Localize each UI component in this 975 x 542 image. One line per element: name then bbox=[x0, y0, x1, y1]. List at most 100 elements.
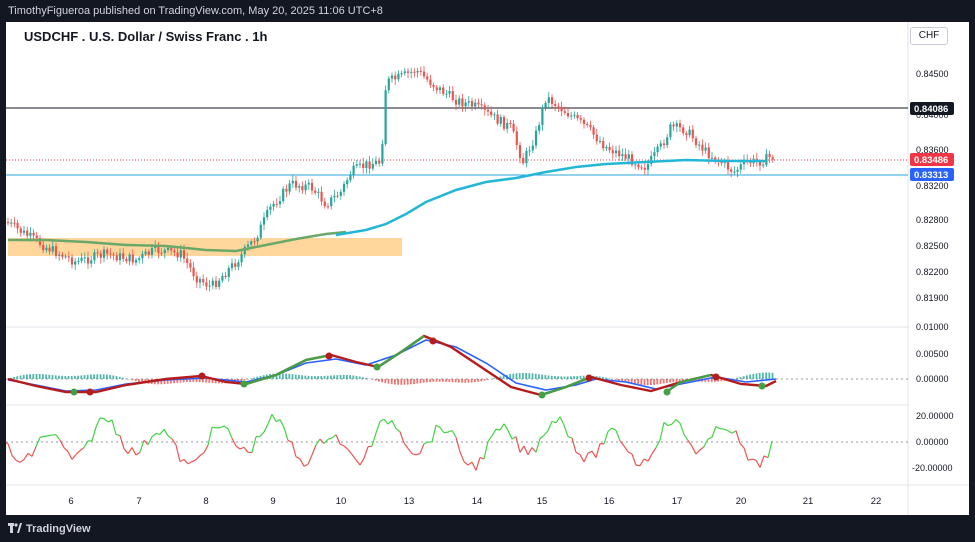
candle-body bbox=[90, 260, 93, 264]
oscillator-segment bbox=[611, 427, 617, 431]
candle-body bbox=[624, 154, 627, 159]
candle-body bbox=[74, 261, 77, 265]
oscillator-segment bbox=[447, 430, 453, 433]
histogram-bar bbox=[102, 374, 105, 379]
candle-body bbox=[762, 164, 765, 166]
candle-body bbox=[627, 154, 630, 159]
candle-body bbox=[554, 104, 557, 106]
histogram-bar bbox=[38, 374, 41, 379]
candle-body bbox=[416, 71, 419, 73]
candle-body bbox=[608, 147, 611, 151]
histogram-bar bbox=[454, 379, 457, 383]
candle-body bbox=[637, 164, 640, 168]
oscillator-segment bbox=[655, 439, 661, 448]
histogram-bar bbox=[131, 379, 134, 381]
candle-body bbox=[509, 122, 512, 124]
candle-body bbox=[547, 97, 550, 103]
oscillator-segment bbox=[519, 445, 525, 453]
time-tick: 6 bbox=[68, 496, 73, 507]
histogram-bar bbox=[298, 374, 300, 379]
candle-body bbox=[275, 203, 278, 205]
candle-body bbox=[32, 232, 35, 236]
histogram-bar bbox=[752, 373, 755, 379]
histogram-bar bbox=[720, 379, 723, 382]
candle-body bbox=[99, 253, 102, 258]
histogram-bar bbox=[602, 376, 604, 379]
histogram-bar bbox=[429, 379, 431, 383]
oscillator-segment bbox=[243, 446, 249, 453]
histogram-bar bbox=[16, 376, 19, 379]
oscillator-segment bbox=[463, 461, 469, 466]
oscillator-segment bbox=[211, 426, 217, 429]
chart-frame[interactable]: 0.84500 0.84000 0.83600 0.83200 0.82800 … bbox=[3, 22, 969, 515]
histogram-bar bbox=[214, 379, 217, 384]
oscillator-segment bbox=[131, 447, 137, 456]
candle-body bbox=[672, 124, 675, 127]
histogram-bar bbox=[378, 379, 380, 382]
histogram-bar bbox=[771, 372, 774, 379]
oscillator-segment bbox=[39, 435, 45, 438]
publisher-bar: TimothyFigueroa published on TradingView… bbox=[0, 0, 975, 22]
candle-body bbox=[38, 238, 42, 245]
histogram-bar bbox=[390, 379, 393, 385]
oscillator-segment bbox=[663, 421, 669, 427]
histogram-bar bbox=[118, 376, 121, 379]
histogram-bar bbox=[381, 379, 383, 383]
candle-body bbox=[352, 165, 355, 175]
oscillator-segment bbox=[127, 447, 133, 455]
histogram-bar bbox=[394, 379, 396, 385]
histogram-bar bbox=[566, 376, 569, 379]
histogram-bar bbox=[749, 374, 751, 379]
histogram-bar bbox=[413, 379, 415, 384]
macd-tick: 0.00000 bbox=[916, 374, 949, 384]
oscillator-segment bbox=[135, 451, 141, 456]
oscillator-segment bbox=[203, 445, 209, 453]
histogram-bar bbox=[477, 379, 479, 382]
currency-button[interactable]: CHF bbox=[910, 27, 948, 45]
candle-body bbox=[317, 191, 320, 193]
oscillator-segment bbox=[659, 422, 665, 440]
oscillator-segment bbox=[431, 425, 437, 443]
oscillator-segment bbox=[483, 441, 489, 460]
candle-body bbox=[429, 79, 432, 86]
candle-body bbox=[93, 252, 96, 261]
histogram-bar bbox=[122, 377, 124, 379]
candle-body bbox=[643, 167, 646, 170]
candle-body bbox=[54, 246, 58, 256]
histogram-bar bbox=[106, 374, 108, 379]
oscillator-segment bbox=[563, 424, 569, 437]
histogram-bar bbox=[141, 379, 143, 383]
histogram-bar bbox=[499, 376, 502, 379]
histogram-bar bbox=[48, 374, 51, 379]
oscillator-segment bbox=[619, 440, 625, 447]
oscillator-segment bbox=[407, 448, 413, 455]
oscillator-segment bbox=[507, 430, 513, 440]
oscillator-segment bbox=[575, 451, 581, 456]
candle-body bbox=[269, 206, 272, 210]
candle-body bbox=[51, 246, 54, 252]
oscillator-segment bbox=[175, 444, 181, 462]
candle-body bbox=[685, 133, 688, 136]
oscillator-segment bbox=[303, 463, 309, 467]
oscillator-segment bbox=[27, 452, 33, 457]
candle-body bbox=[566, 112, 570, 117]
oscillator-segment bbox=[239, 446, 245, 450]
candle-body bbox=[400, 73, 403, 75]
histogram-bar bbox=[10, 377, 12, 379]
oscillator-segment bbox=[651, 447, 657, 455]
oscillator-segment bbox=[627, 451, 633, 455]
oscillator-segment bbox=[763, 455, 769, 459]
histogram-bar bbox=[374, 379, 377, 381]
candle-body bbox=[435, 87, 438, 91]
histogram-bar bbox=[198, 379, 201, 383]
histogram-bar bbox=[442, 379, 444, 382]
candle-body bbox=[474, 102, 477, 107]
oscillator-segment bbox=[19, 459, 25, 463]
histogram-bar bbox=[755, 373, 758, 379]
candle-body bbox=[534, 130, 538, 146]
histogram-bar bbox=[77, 375, 79, 379]
macd-tick: 0.01000 bbox=[916, 322, 949, 332]
chart-canvas[interactable]: 0.84500 0.84000 0.83600 0.83200 0.82800 … bbox=[3, 22, 969, 515]
candle-body bbox=[166, 247, 170, 251]
candle-body bbox=[442, 87, 445, 94]
